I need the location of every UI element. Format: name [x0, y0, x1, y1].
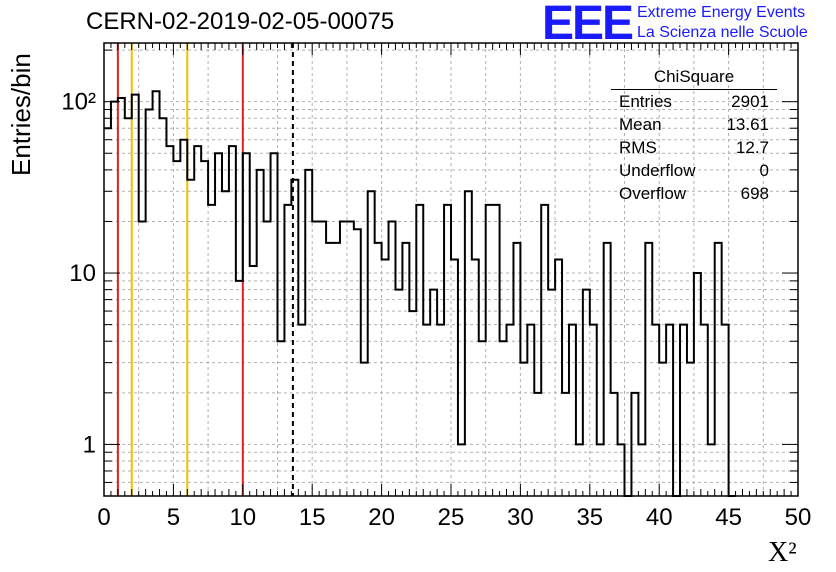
plot-title: CERN-02-2019-02-05-00075 [86, 8, 395, 35]
stats-label: Overflow [619, 184, 687, 203]
stats-value: 2901 [731, 92, 769, 111]
logo-line-2: La Scienza nelle Scuole [637, 24, 808, 41]
stats-value: 698 [740, 184, 769, 203]
stats-header: ChiSquare [611, 65, 777, 90]
x-tick-label: 5 [167, 504, 180, 531]
x-tick-label: 40 [646, 504, 673, 531]
x-tick-label: 0 [97, 504, 110, 531]
eee-logo: EEE [542, 0, 634, 50]
stats-row-underflow: Underflow 0 [611, 159, 777, 182]
y-axis-label: Entries/bin [6, 53, 36, 176]
stats-row-mean: Mean 13.61 [611, 113, 777, 136]
stats-row-overflow: Overflow 698 [611, 182, 777, 205]
stats-label: RMS [619, 138, 657, 157]
x-tick-label: 25 [438, 504, 465, 531]
x-tick-label: 15 [299, 504, 326, 531]
x-tick-label: 30 [507, 504, 534, 531]
x-tick-label: 20 [368, 504, 395, 531]
stats-row-rms: RMS 12.7 [611, 136, 777, 159]
stats-value: 12.7 [735, 138, 769, 157]
y-tick-label: 10 [69, 260, 96, 287]
stats-value: 0 [759, 161, 769, 180]
x-tick-label: 10 [229, 504, 256, 531]
x-tick-label: 35 [576, 504, 603, 531]
stats-box: ChiSquare Entries 2901 Mean 13.61 RMS 12… [611, 65, 777, 205]
x-axis-label: X² [768, 537, 797, 568]
stats-label: Mean [619, 115, 662, 134]
stats-row-entries: Entries 2901 [611, 90, 777, 113]
y-tick-label: 1 [83, 431, 96, 458]
stats-label: Entries [619, 92, 672, 111]
stats-value: 13.61 [726, 115, 769, 134]
x-tick-label: 45 [715, 504, 742, 531]
stats-label: Underflow [619, 161, 696, 180]
logo-line-1: Extreme Energy Events [637, 4, 806, 21]
y-tick-label: 10² [61, 89, 96, 116]
x-tick-label: 50 [785, 504, 812, 531]
histogram-series [104, 90, 736, 497]
